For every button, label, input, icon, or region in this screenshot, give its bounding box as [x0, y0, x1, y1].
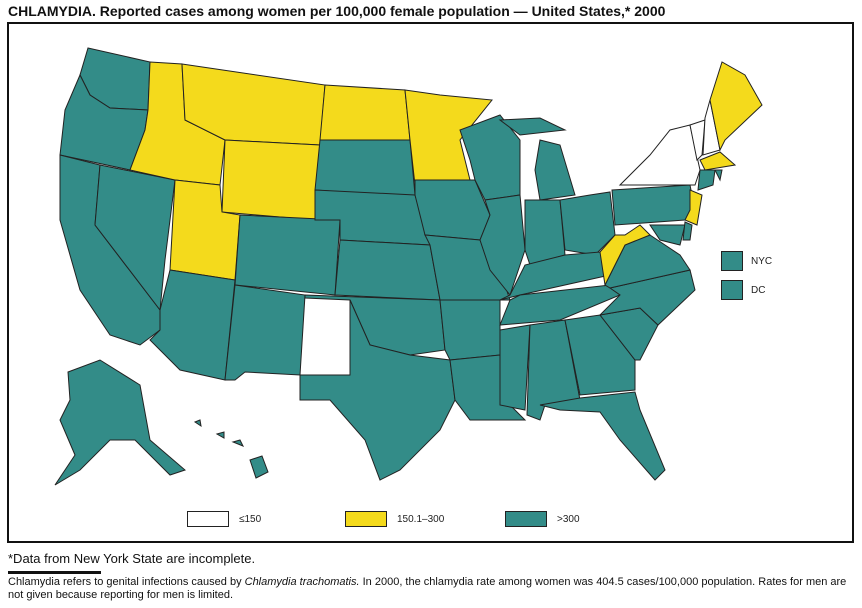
footnote-rule — [8, 571, 101, 574]
state-ak — [54, 359, 186, 486]
note-text-2: In 2000, the chlamydia rate among women … — [8, 576, 847, 601]
map-title: CHLAMYDIA. Reported cases among women pe… — [8, 3, 666, 19]
state-in — [524, 199, 566, 266]
state-ny — [618, 124, 701, 186]
state-ga — [564, 314, 636, 396]
legend-label-low: ≤150 — [239, 513, 262, 525]
inset-nyc: NYC — [721, 251, 772, 271]
state-mi — [534, 139, 576, 201]
state-ri — [714, 169, 723, 182]
state-co — [234, 214, 341, 296]
state-ky — [499, 251, 611, 301]
footnote: *Data from New York State are incomplete… — [8, 551, 256, 566]
state-md — [649, 224, 686, 246]
state-ar — [439, 299, 501, 361]
note: Chlamydia refers to genital infections c… — [8, 576, 858, 602]
state-hi — [193, 419, 202, 428]
legend-label-high: >300 — [557, 513, 580, 525]
note-text: Chlamydia refers to genital infections c… — [8, 576, 245, 588]
legend-mid: 150.1–300 — [345, 511, 444, 527]
map-frame — [7, 22, 854, 543]
nyc-swatch — [721, 251, 743, 271]
dc-label: DC — [751, 284, 766, 296]
state-ms — [499, 324, 531, 411]
state-mi — [498, 117, 567, 136]
state-mn — [404, 89, 493, 186]
state-hi — [249, 455, 269, 479]
state-de — [682, 221, 693, 241]
state-nd — [319, 84, 411, 141]
legend-swatch-low — [187, 511, 229, 527]
state-ma — [699, 151, 737, 171]
state-il — [479, 194, 526, 297]
state-wv — [599, 224, 651, 287]
state-fl — [539, 391, 666, 481]
legend-high: >300 — [505, 511, 580, 527]
state-nc — [598, 269, 696, 326]
state-tx — [299, 299, 456, 481]
inset-dc: DC — [721, 280, 765, 300]
legend-swatch-mid — [345, 511, 387, 527]
state-vt — [689, 119, 706, 162]
state-wy — [221, 139, 321, 221]
legend-low: ≤150 — [187, 511, 261, 527]
state-nj — [684, 189, 703, 226]
state-pa — [611, 184, 696, 226]
state-ks — [334, 239, 441, 301]
state-hi — [231, 439, 245, 447]
dc-swatch — [721, 280, 743, 300]
state-nm — [224, 284, 306, 381]
note-species: Chlamydia trachomatis. — [244, 576, 360, 588]
state-ia — [414, 179, 491, 241]
state-ct — [697, 169, 716, 191]
state-hi — [215, 431, 225, 439]
state-me — [709, 61, 763, 152]
nyc-label: NYC — [751, 255, 773, 267]
legend-label-mid: 150.1–300 — [397, 513, 445, 525]
legend-swatch-high — [505, 511, 547, 527]
state-sd — [314, 139, 416, 196]
